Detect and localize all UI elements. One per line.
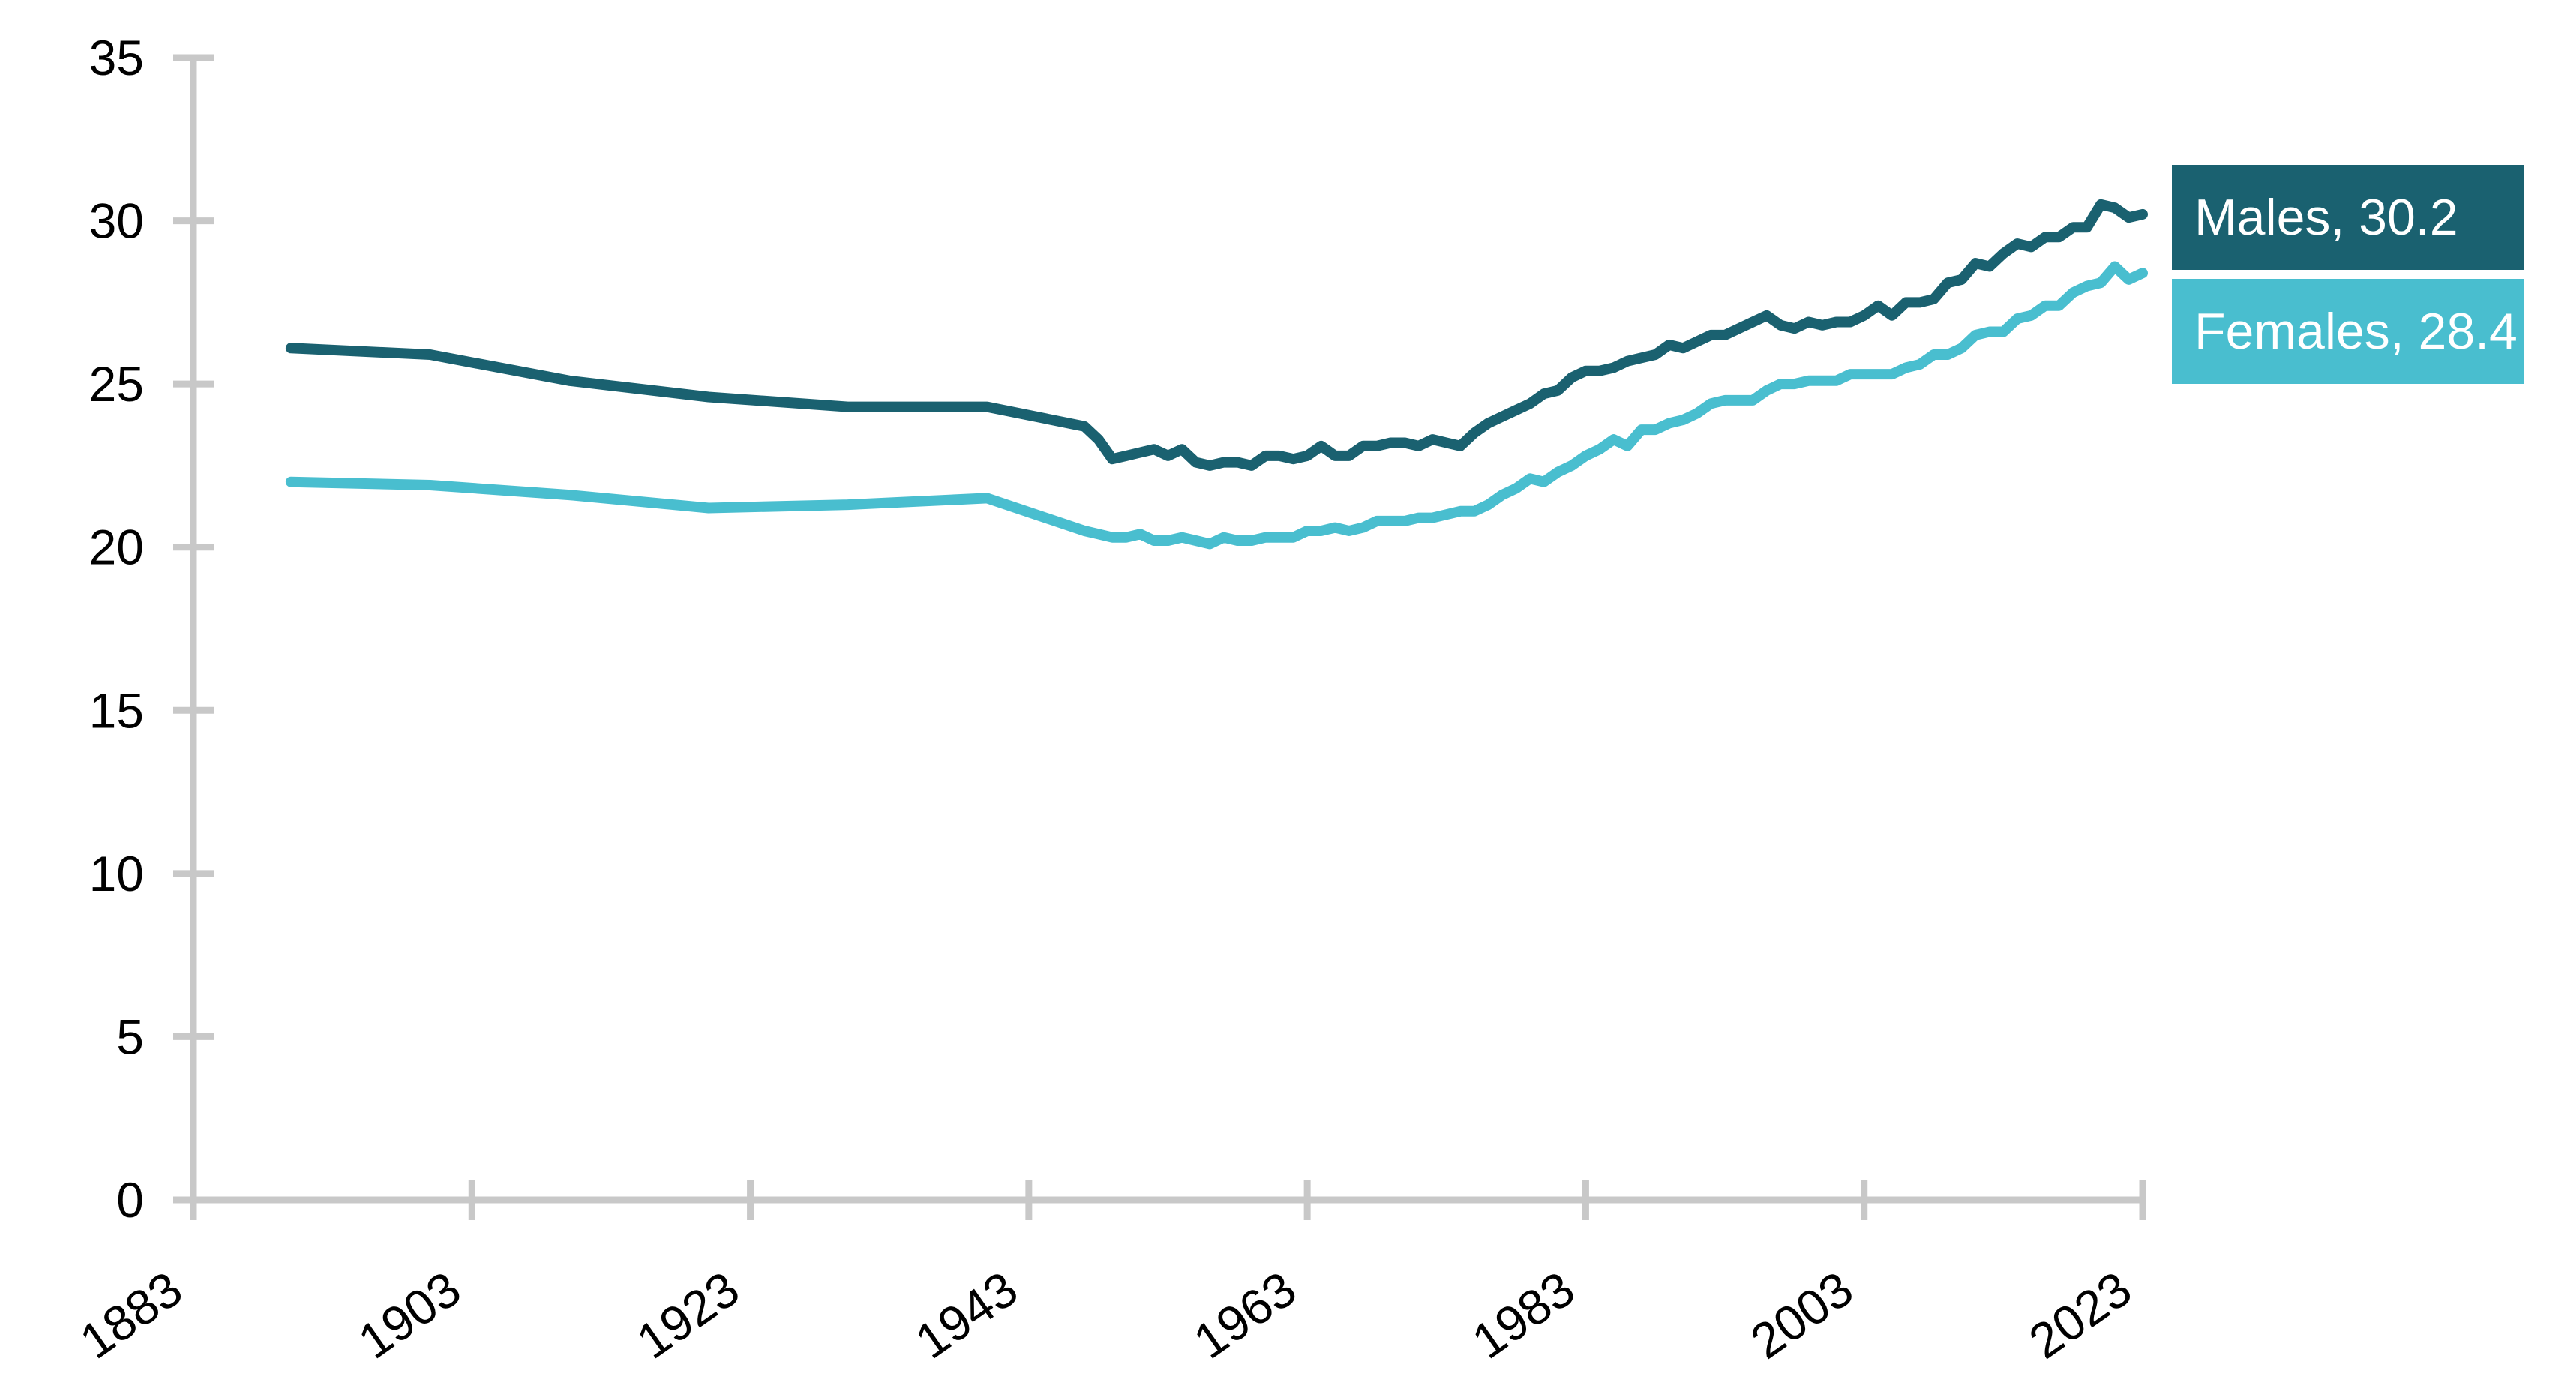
x-tick-label: 1883 (70, 1261, 192, 1369)
y-tick-label: 25 (89, 356, 144, 412)
legend-item-females: Females, 28.4 (2172, 279, 2524, 384)
y-tick-label: 20 (89, 520, 144, 575)
y-tick-label: 15 (89, 682, 144, 738)
females-line (285, 261, 2148, 550)
x-tick-label: 1943 (905, 1261, 1027, 1369)
y-tick-label: 10 (89, 846, 144, 901)
y-tick-label: 5 (116, 1009, 144, 1064)
y-tick-label: 0 (116, 1172, 144, 1228)
x-tick-label: 1963 (1183, 1261, 1306, 1369)
x-tick-label: 1923 (627, 1261, 749, 1369)
x-tick-label: 2023 (2019, 1261, 2141, 1369)
y-tick-label: 30 (89, 193, 144, 249)
x-tick-label: 2003 (1741, 1261, 1863, 1369)
legend-males-label: Males, 30.2 (2194, 189, 2458, 246)
x-tick-label: 1983 (1462, 1261, 1585, 1369)
males-line (285, 199, 2148, 471)
legend-females-label: Females, 28.4 (2194, 303, 2518, 360)
y-tick-label: 35 (89, 30, 144, 85)
legend-item-males: Males, 30.2 (2172, 165, 2524, 270)
x-tick-label: 1903 (349, 1261, 471, 1369)
